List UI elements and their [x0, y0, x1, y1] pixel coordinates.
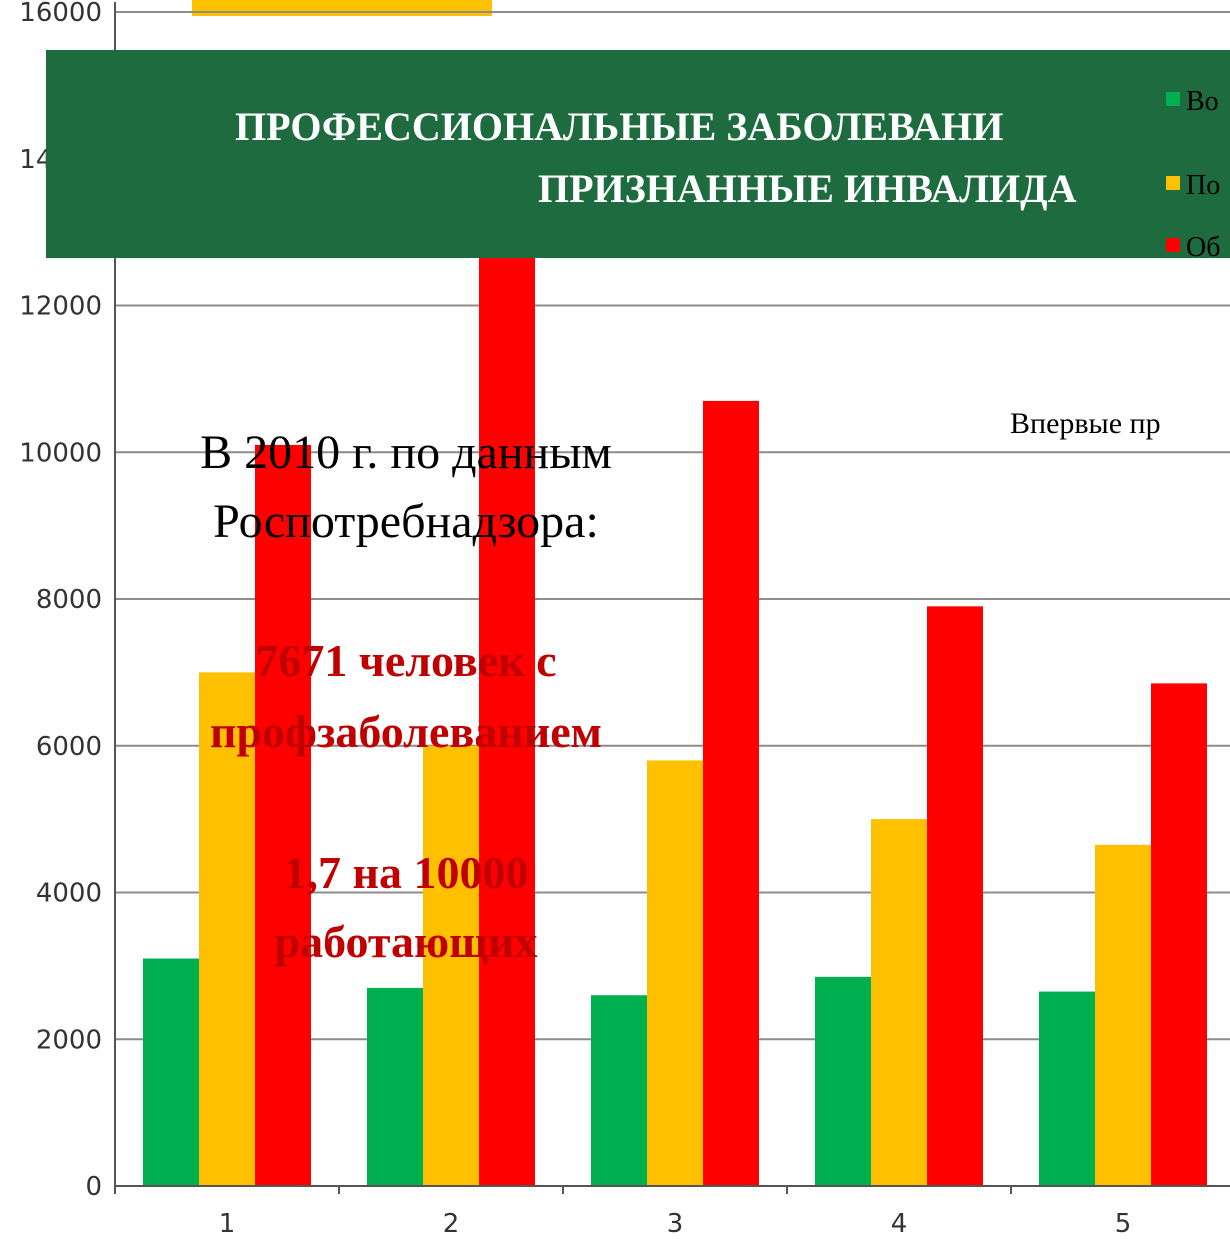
bar: [1151, 683, 1207, 1186]
x-tick-label: 5: [1115, 1209, 1132, 1239]
y-tick-label: 16000: [19, 0, 102, 28]
title-line: ПРИЗНАННЫЕ ИНВАЛИДА: [538, 166, 1077, 211]
y-tick-label: 10000: [19, 438, 102, 468]
fact-text: работающих: [274, 916, 537, 967]
fact-text: профзаболеванием: [210, 706, 602, 757]
x-tick-label: 1: [219, 1209, 236, 1239]
bar: [703, 400, 759, 1186]
bar: [871, 819, 927, 1186]
note: Впервые пр: [1010, 407, 1161, 440]
fact-text: 7671 человек с: [255, 635, 556, 686]
legend-label: Во: [1186, 86, 1219, 117]
bar: [647, 760, 703, 1186]
source-text: В 2010 г. по данным: [200, 426, 612, 479]
source-text: Роспотребнадзора:: [213, 495, 599, 548]
bar: [367, 987, 423, 1186]
bar: [1095, 844, 1151, 1186]
bar: [423, 745, 479, 1186]
legend-marker: [1166, 238, 1180, 252]
y-tick-label: 0: [85, 1172, 102, 1202]
y-tick-label: 2000: [36, 1025, 102, 1055]
fact-text: 1,7 на 10000: [283, 847, 528, 898]
y-tick-label: 12000: [19, 292, 102, 322]
bar: [927, 606, 983, 1186]
legend-label: По: [1186, 170, 1220, 201]
bar: [591, 995, 647, 1186]
legend-marker: [1166, 176, 1180, 190]
bar: [815, 976, 871, 1186]
bar: [199, 672, 255, 1186]
x-tick-label: 2: [443, 1209, 460, 1239]
bar: [1039, 991, 1095, 1186]
title-line: ПРОФЕССИОНАЛЬНЫЕ ЗАБОЛЕВАНИ: [235, 104, 1003, 149]
bar: [143, 958, 199, 1186]
y-tick-label: 8000: [36, 585, 102, 615]
y-tick-label: 6000: [36, 732, 102, 762]
x-tick-label: 4: [891, 1209, 908, 1239]
legend-label: Об: [1186, 232, 1220, 263]
x-tick-label: 3: [667, 1209, 684, 1239]
y-tick-label: 4000: [36, 879, 102, 909]
overlay: ПРОФЕССИОНАЛЬНЫЕ ЗАБОЛЕВАНИ ПРИЗНАННЫЕ И…: [46, 50, 1230, 967]
chart: 0200040006000800010000120001400016000123…: [19, 0, 1230, 1239]
title-banner: [46, 50, 1230, 258]
bar: [479, 173, 535, 1187]
legend-marker: [1166, 92, 1180, 106]
bar: [255, 444, 311, 1187]
accent-bar: [192, 0, 492, 16]
